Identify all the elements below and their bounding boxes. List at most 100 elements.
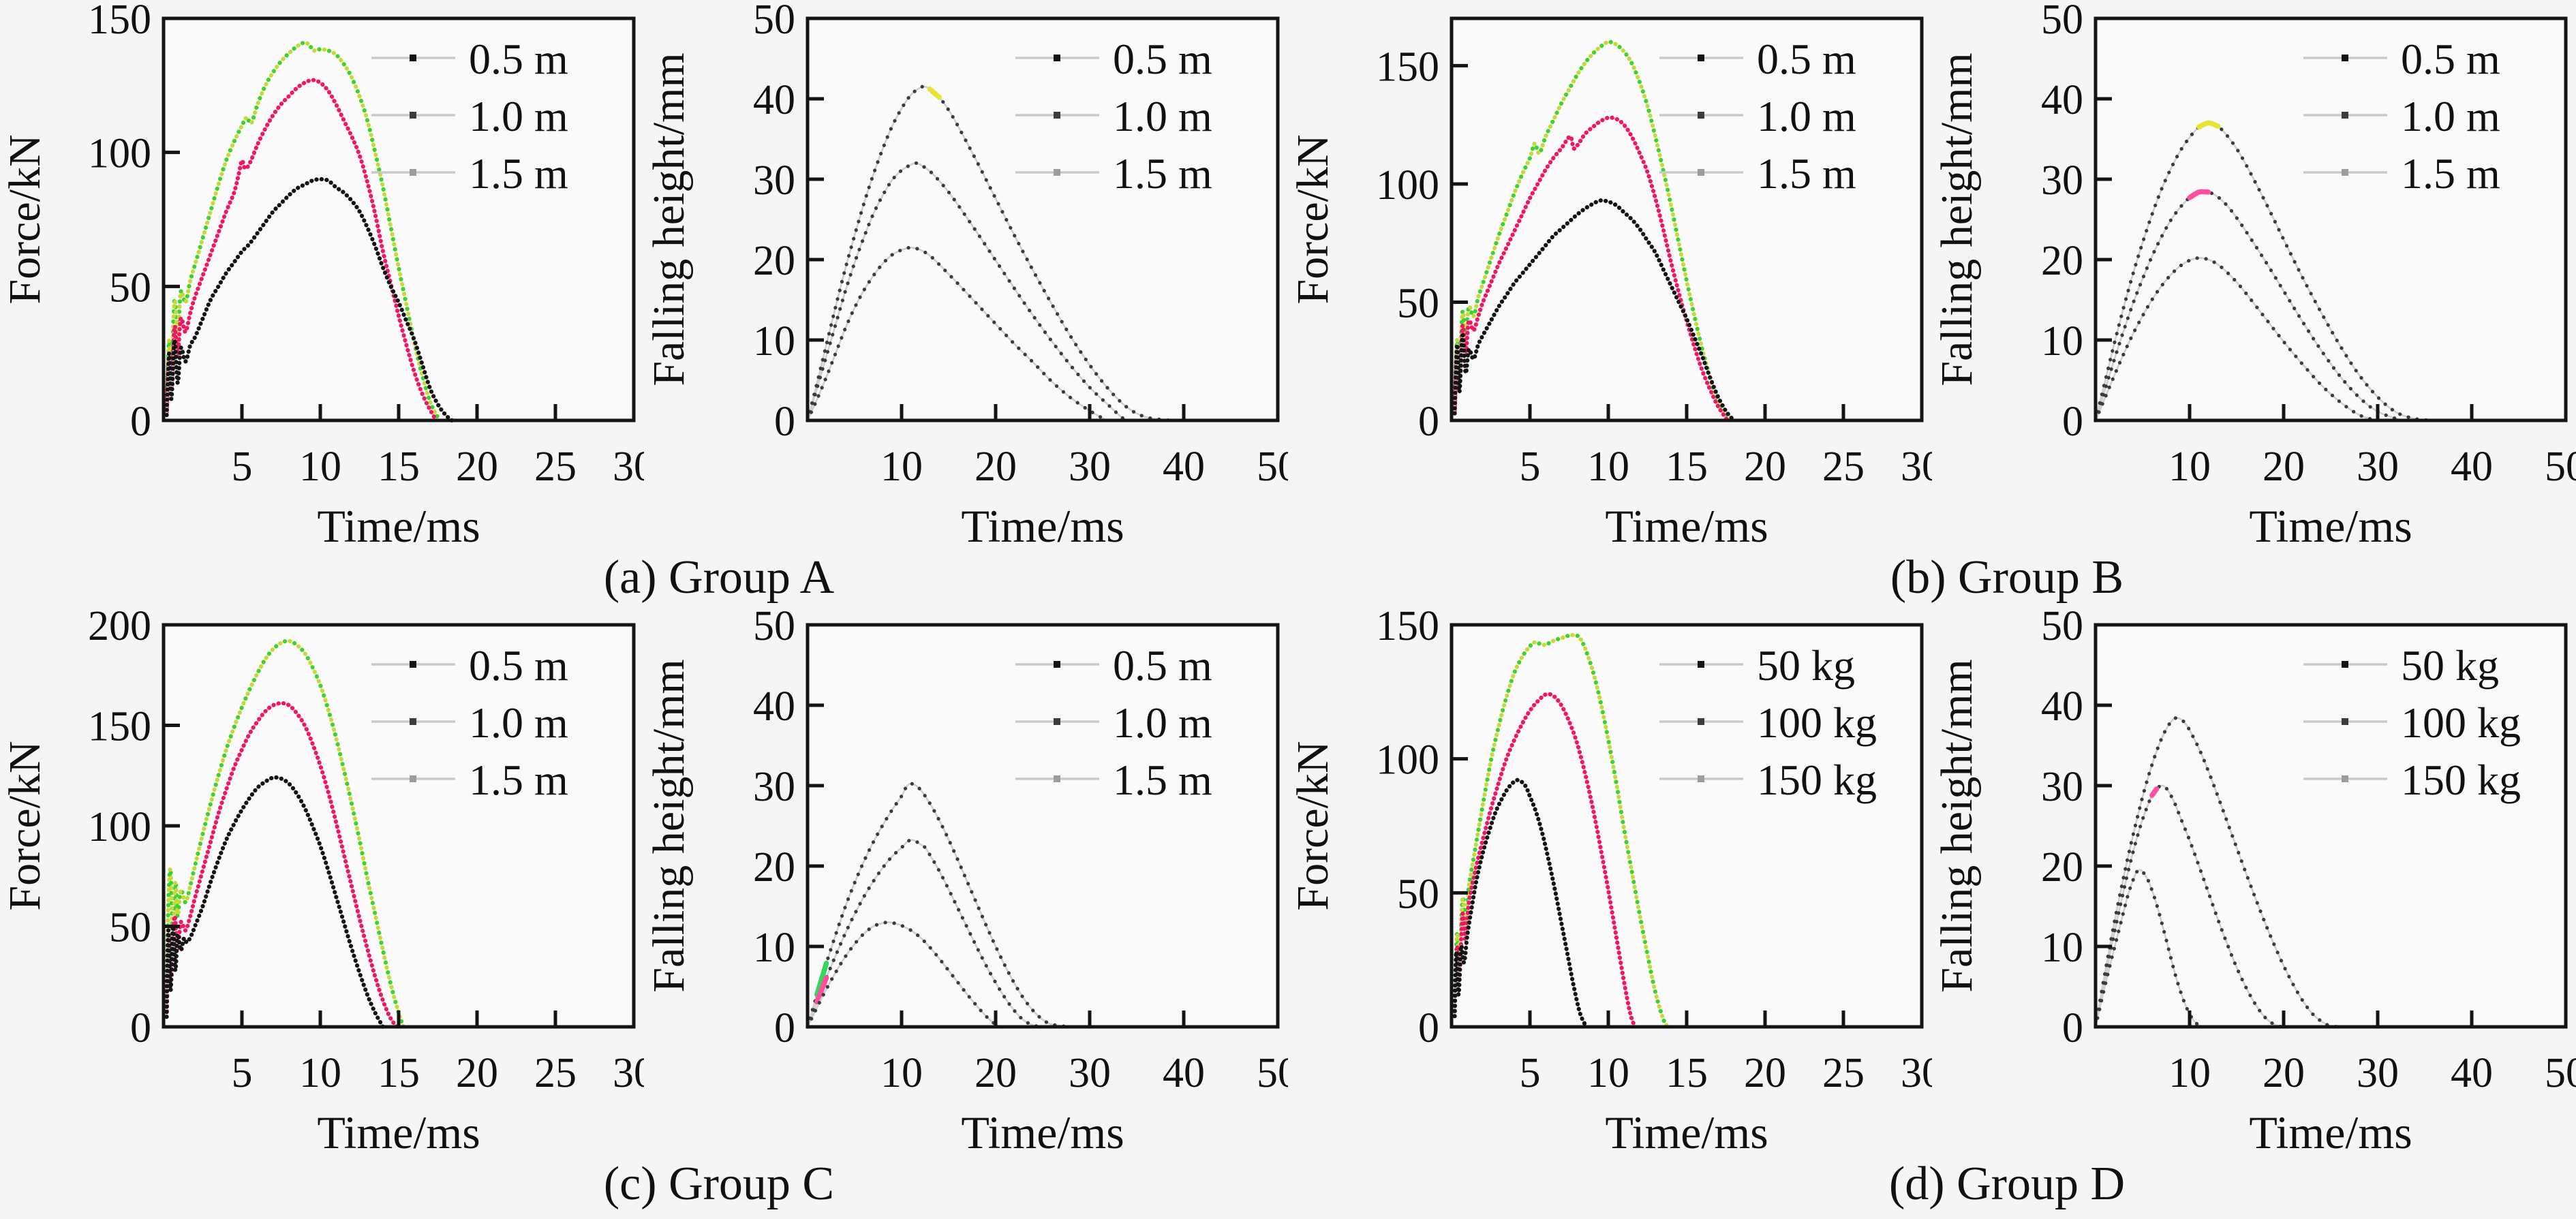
x-tick-label: 25 xyxy=(534,1050,577,1096)
chart-svg: 0 10 20 30 40 50 10 20 30 40 50 Time/ms Falling heig… xyxy=(1932,610,2576,1155)
y-tick-label: 200 xyxy=(88,610,151,649)
plot-area xyxy=(1452,18,1922,420)
legend-label: 1.5 m xyxy=(469,756,568,804)
series-highlight-1.5-m-0 xyxy=(2196,120,2221,130)
legend: 50 kg 100 kg 150 kg xyxy=(2303,641,2521,804)
x-tick-label: 20 xyxy=(1744,444,1786,490)
x-tick-label: 30 xyxy=(1069,1050,1111,1096)
y-tick-label: 0 xyxy=(1418,399,1439,445)
legend-label: 1.5 m xyxy=(1757,149,1856,198)
y-tick-label: 0 xyxy=(130,399,151,445)
x-tick-label: 10 xyxy=(880,1050,923,1096)
legend-label: 1.0 m xyxy=(1113,92,1212,140)
legend-label: 1.0 m xyxy=(2401,92,2500,140)
y-tick-label: 20 xyxy=(753,238,795,284)
x-axis-label: Time/ms xyxy=(2249,500,2412,549)
y-tick-label: 0 xyxy=(774,1005,795,1051)
x-tick-label: 10 xyxy=(299,444,341,490)
x-tick-label: 20 xyxy=(456,444,498,490)
y-tick-label: 50 xyxy=(2041,610,2083,649)
y-tick-label: 100 xyxy=(1376,162,1439,209)
y-tick-label: 50 xyxy=(109,905,151,951)
series-dots-50-kg xyxy=(2094,868,2207,1029)
series-dots-1.5-m xyxy=(806,782,1071,1029)
plot-frame xyxy=(1450,16,1924,422)
x-tick-label: 25 xyxy=(1822,444,1865,490)
chart-svg: 0 10 20 30 40 50 10 20 30 40 50 Time/ms Falling heig… xyxy=(1932,3,2576,549)
x-tick-label: 5 xyxy=(232,444,253,490)
y-tick-label: 0 xyxy=(1418,1005,1439,1051)
y-tick-label: 150 xyxy=(1376,610,1439,649)
x-tick-label: 10 xyxy=(299,1050,341,1096)
chart-svg: 0 10 20 30 40 50 10 20 30 40 50 Time/ms Falling heig… xyxy=(644,610,1288,1155)
x-tick-label: 25 xyxy=(1822,1050,1865,1096)
x-tick-label: 5 xyxy=(232,1050,253,1096)
series-dots-0.5-m xyxy=(806,245,1109,422)
x-tick-label: 15 xyxy=(1666,1050,1708,1096)
chart-groupB-force: 0 50 100 150 5 10 15 20 25 30 Time/ms Force/kN 0.5 m… xyxy=(1288,3,1932,549)
chart-groupD-falling-height: 0 10 20 30 40 50 10 20 30 40 50 Time/ms Falling heig… xyxy=(1932,610,2576,1155)
legend-label: 0.5 m xyxy=(1757,35,1856,83)
y-tick-label: 50 xyxy=(753,610,795,649)
series-dots-1.0-m xyxy=(806,161,1131,422)
x-tick-label: 10 xyxy=(1587,1050,1629,1096)
x-axis-label: Time/ms xyxy=(2249,1107,2412,1155)
x-tick-label: 20 xyxy=(2263,444,2305,490)
legend-marker-dot xyxy=(410,661,416,668)
series-halo-0.5-m xyxy=(2094,257,2376,422)
legend-label: 1.0 m xyxy=(469,92,568,140)
x-tick-label: 50 xyxy=(1257,1050,1288,1096)
series-dots-1.5-m-1 xyxy=(1452,40,1732,423)
legend-label: 0.5 m xyxy=(469,641,568,690)
x-tick-label: 20 xyxy=(1744,1050,1786,1096)
y-tick-label: 40 xyxy=(753,683,795,730)
legend-label: 100 kg xyxy=(2401,698,2521,747)
series-dots-150-kg xyxy=(2094,715,2345,1029)
group-caption-a: (a) Group A xyxy=(603,551,835,604)
chart-svg: 0 50 100 150 200 5 10 15 20 25 30 Time/ms Force/kN 0.… xyxy=(0,610,644,1155)
x-tick-label: 10 xyxy=(2168,1050,2211,1096)
series-dots-100-kg xyxy=(2094,784,2284,1029)
y-tick-label: 100 xyxy=(88,804,151,850)
y-axis-label: Falling height/mm xyxy=(1932,659,1982,993)
chart-group-c: 05010015020051015202530Time/msForce/kN0.… xyxy=(0,610,1288,1216)
plot-area xyxy=(1452,625,1922,1027)
group-caption-d: (d) Group D xyxy=(1888,1158,2126,1210)
series-highlight-1.0-m-0 xyxy=(2187,189,2211,200)
chart-groupC-force: 0 50 100 150 200 5 10 15 20 25 30 Time/ms Force/kN 0.… xyxy=(0,610,644,1155)
x-tick-label: 30 xyxy=(1069,444,1111,490)
y-tick-label: 0 xyxy=(130,1005,151,1051)
series-dots-1.5-m-0 xyxy=(164,638,405,1030)
y-axis-label: Falling height/mm xyxy=(644,659,694,993)
y-tick-label: 40 xyxy=(753,77,795,123)
y-axis-label: Falling height/mm xyxy=(1932,52,1982,386)
y-tick-label: 30 xyxy=(2041,764,2083,810)
x-axis-label: Time/ms xyxy=(317,1107,480,1155)
y-tick-label: 0 xyxy=(774,399,795,445)
y-tick-label: 150 xyxy=(88,704,151,750)
legend-marker-dot xyxy=(1698,55,1704,61)
y-tick-label: 150 xyxy=(1376,44,1439,90)
plot-frame xyxy=(2094,16,2568,422)
x-tick-label: 10 xyxy=(880,444,923,490)
x-tick-label: 10 xyxy=(1587,444,1629,490)
x-tick-label: 20 xyxy=(2263,1050,2305,1096)
x-axis-label: Time/ms xyxy=(1605,1107,1768,1155)
plot-area xyxy=(808,625,1278,1027)
series-highlight-100-kg-0 xyxy=(2149,786,2160,798)
plot-area xyxy=(2096,625,2566,1027)
plot-frame xyxy=(1450,623,1924,1029)
x-axis-label: Time/ms xyxy=(317,500,480,549)
y-tick-label: 30 xyxy=(2041,157,2083,204)
legend-marker-dot xyxy=(1054,661,1060,668)
y-tick-label: 10 xyxy=(2041,925,2083,971)
x-tick-label: 20 xyxy=(975,444,1017,490)
y-tick-label: 10 xyxy=(753,925,795,971)
chart-groupC-falling-height: 0 10 20 30 40 50 10 20 30 40 50 Time/ms Falling heig… xyxy=(644,610,1288,1155)
legend-marker-dot xyxy=(2342,718,2348,725)
chart-pair-c: 05010015020051015202530Time/msForce/kN0.… xyxy=(0,610,1288,1155)
legend-marker-dot xyxy=(2342,169,2348,176)
